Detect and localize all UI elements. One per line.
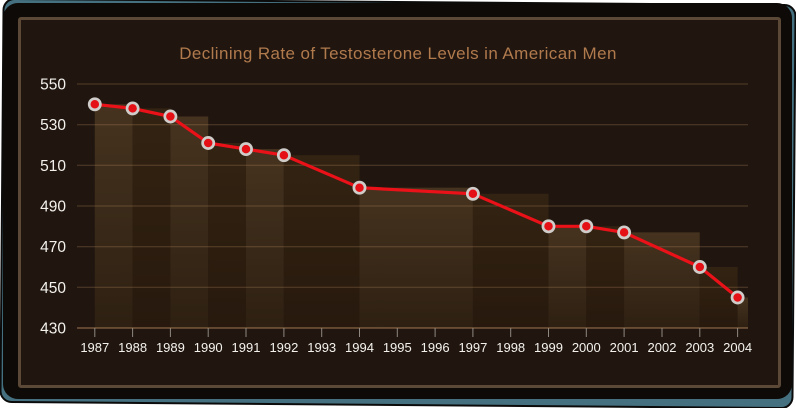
background-bar <box>170 116 209 328</box>
chart-title: Declining Rate of Testosterone Levels in… <box>179 44 617 63</box>
background-bar <box>208 143 246 328</box>
x-tick-label: 1988 <box>118 340 147 355</box>
data-point[interactable] <box>163 109 178 124</box>
y-tick-label: 550 <box>40 77 66 94</box>
x-tick-label: 1997 <box>458 340 487 355</box>
x-tick-label: 1989 <box>156 340 185 355</box>
y-tick-label: 450 <box>40 280 66 297</box>
y-tick-label: 490 <box>40 199 66 216</box>
x-tick-label: 1987 <box>80 340 109 355</box>
data-point[interactable] <box>692 260 707 274</box>
background-bar <box>737 297 748 328</box>
data-point[interactable] <box>87 97 102 112</box>
x-tick-label: 1991 <box>232 340 261 355</box>
data-point[interactable] <box>617 225 632 240</box>
data-point[interactable] <box>201 136 216 150</box>
background-bar <box>586 226 625 328</box>
x-tick-label: 1998 <box>496 340 525 355</box>
background-bar <box>359 187 473 328</box>
data-point[interactable] <box>541 219 556 234</box>
data-point[interactable] <box>730 290 745 305</box>
data-point[interactable] <box>125 101 140 116</box>
background-bar <box>548 226 587 328</box>
x-tick-label: 2004 <box>723 340 752 355</box>
background-bar <box>94 104 133 328</box>
x-tick-label: 1993 <box>307 340 336 355</box>
y-tick-label: 470 <box>40 239 66 256</box>
x-tick-label: 1990 <box>194 340 223 355</box>
data-point[interactable] <box>239 142 253 157</box>
data-point[interactable] <box>352 180 367 195</box>
x-tick-label: 1994 <box>345 340 374 355</box>
y-tick-label: 530 <box>40 117 66 134</box>
background-bar <box>472 193 549 328</box>
background-bar <box>132 108 171 329</box>
x-tick-label: 1995 <box>383 340 412 355</box>
x-tick-label: 1999 <box>534 340 563 355</box>
x-tick-label: 1996 <box>421 340 450 355</box>
y-tick-label: 430 <box>40 321 66 338</box>
x-tick-label: 1992 <box>269 340 298 355</box>
x-tick-label: 2003 <box>685 340 714 355</box>
data-point[interactable] <box>579 219 594 234</box>
background-bar <box>246 149 284 328</box>
data-point[interactable] <box>465 186 480 201</box>
x-tick-label: 2002 <box>648 340 677 355</box>
data-point[interactable] <box>276 148 291 163</box>
x-tick-label: 2000 <box>572 340 601 355</box>
x-tick-label: 2001 <box>610 340 639 355</box>
y-tick-label: 510 <box>40 158 66 175</box>
